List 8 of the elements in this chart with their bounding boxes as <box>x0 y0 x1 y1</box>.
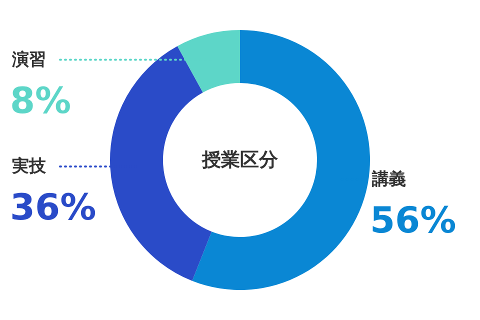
data-label: 56% <box>370 200 456 242</box>
donut-slice <box>192 30 370 290</box>
slice-label: 実技 <box>11 156 47 176</box>
slice-label: 講義 <box>371 169 406 190</box>
data-label: 36% <box>10 188 96 228</box>
text: 授業区分 <box>201 149 279 171</box>
slice-label: 演習 <box>11 50 46 70</box>
data-label: 8% <box>10 80 72 122</box>
